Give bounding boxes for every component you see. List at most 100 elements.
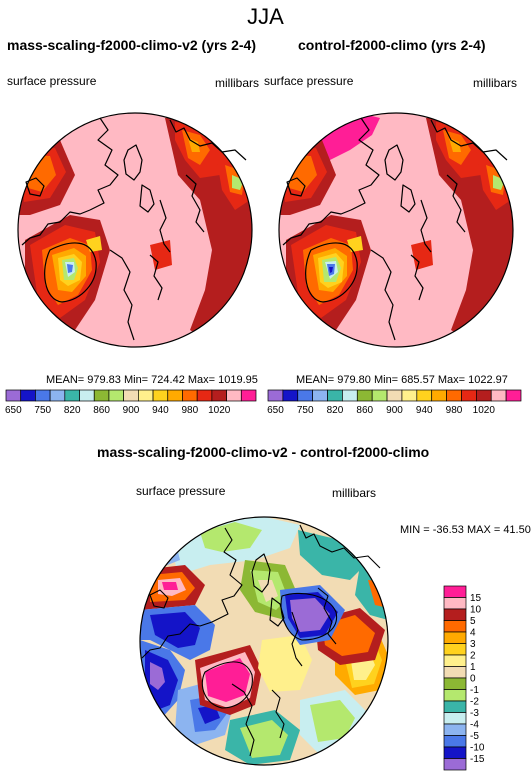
left-variable-label: surface pressure — [7, 74, 97, 88]
colorbar-tick-label: 3 — [470, 639, 476, 650]
right-coastlines — [282, 117, 508, 341]
colorbar-tick-label: 0 — [470, 674, 476, 685]
colorbar-tick-label: 650 — [5, 405, 22, 416]
colorbar-tick-label: 5 — [470, 616, 476, 627]
colorbar-tick-label: 750 — [34, 405, 51, 416]
colorbar-box — [152, 389, 169, 402]
right-variable-label: surface pressure — [264, 74, 354, 88]
colorbar-tick-label: 980 — [446, 405, 463, 416]
colorbar-box — [443, 689, 467, 702]
colorbar-box — [123, 389, 139, 402]
colorbar-box — [446, 389, 462, 402]
colorbar-tick-label: -4 — [470, 720, 479, 731]
colorbar-tick-label: -5 — [470, 731, 479, 742]
diff-map-outline — [139, 516, 389, 766]
colorbar-tick-label: -2 — [470, 697, 479, 708]
colorbar-box — [416, 389, 433, 402]
colorbar-tick-label: 820 — [327, 405, 344, 416]
left-stats: MEAN= 979.83 Min= 724.42 Max= 1019.95 — [46, 374, 258, 386]
colorbar-box — [476, 389, 492, 402]
colorbar-box — [342, 389, 358, 402]
right-stats: MEAN= 979.80 Min= 685.57 Max= 1022.97 — [296, 374, 508, 386]
colorbar-box — [167, 389, 183, 402]
colorbar-box — [443, 712, 467, 725]
left-panel-title: mass-scaling-f2000-climo-v2 (yrs 2-4) — [7, 37, 256, 53]
colorbar-box — [443, 758, 467, 771]
field-region — [188, 138, 200, 152]
colorbar-box — [196, 389, 213, 402]
colorbar-box — [443, 608, 467, 621]
colorbar-box — [327, 389, 343, 402]
field-region — [310, 700, 355, 742]
right-panel-title: control-f2000-climo (yrs 2-4) — [298, 37, 486, 53]
colorbar-box — [443, 585, 467, 598]
left-colorbar: 650 750 820 860 900 940 980 1020 — [5, 389, 257, 416]
colorbar-box — [297, 389, 313, 402]
field-region — [329, 267, 333, 273]
field-region — [298, 530, 365, 580]
colorbar-box — [490, 389, 507, 402]
field-region — [150, 612, 200, 648]
colorbar-box — [443, 643, 467, 656]
field-region — [449, 138, 461, 152]
colorbar-box — [431, 389, 447, 402]
field-region — [162, 582, 178, 590]
diff-stats: MIN = -36.53 MAX = 41.50 — [400, 524, 531, 536]
colorbar-box — [443, 735, 467, 748]
colorbar-box — [282, 389, 299, 402]
field-region — [258, 580, 278, 602]
field-region — [67, 264, 73, 273]
colorbar-box — [108, 389, 124, 402]
colorbar-tick-label: -10 — [470, 743, 485, 754]
colorbar-box — [505, 389, 522, 402]
colorbar-box — [312, 389, 328, 402]
colorbar-box — [35, 389, 51, 402]
colorbar-box — [356, 389, 373, 402]
colorbar-box — [267, 389, 284, 402]
colorbar-box — [443, 700, 467, 713]
colorbar-box — [371, 389, 388, 402]
diff-units-label: millibars — [332, 486, 377, 500]
right-map-outline — [278, 112, 514, 348]
colorbar-box — [49, 389, 66, 402]
diff-coastlines — [141, 524, 381, 757]
colorbar-box — [443, 723, 467, 736]
diff-panel-title: mass-scaling-f2000-climo-v2 - control-f2… — [97, 444, 430, 460]
colorbar-tick-label: 2 — [470, 651, 476, 662]
colorbar-tick-label: -1 — [470, 685, 479, 696]
colorbar-box — [138, 389, 154, 402]
colorbar-tick-label: 1020 — [208, 405, 231, 416]
colorbar-tick-label: 900 — [386, 405, 403, 416]
colorbar-box — [64, 389, 80, 402]
colorbar-tick-label: 4 — [470, 628, 476, 639]
colorbar-box — [461, 389, 477, 402]
colorbar-tick-label: 1 — [470, 662, 476, 673]
field-region — [150, 662, 165, 690]
colorbar-box — [386, 389, 403, 402]
colorbar-tick-label: 860 — [356, 405, 373, 416]
colorbar-tick-label: 10 — [470, 605, 482, 616]
colorbar-box — [401, 389, 418, 402]
colorbar-tick-label: 860 — [93, 405, 110, 416]
colorbar-box — [182, 389, 198, 402]
right-map — [279, 113, 513, 347]
colorbar-box — [211, 389, 227, 402]
colorbar-tick-label: -15 — [470, 754, 485, 765]
colorbar-box — [443, 631, 467, 644]
colorbar-tick-label: 15 — [470, 593, 482, 604]
colorbar-tick-label: 980 — [181, 405, 198, 416]
left-map — [18, 113, 252, 347]
diff-variable-label: surface pressure — [136, 484, 226, 498]
colorbar-box — [5, 389, 22, 402]
colorbar-tick-label: 940 — [416, 405, 433, 416]
field-region — [258, 635, 312, 692]
colorbar-box — [443, 654, 467, 667]
colorbar-box — [93, 389, 110, 402]
field-region — [205, 658, 250, 702]
colorbar-tick-label: 900 — [123, 405, 140, 416]
colorbar-tick-label: 940 — [152, 405, 169, 416]
colorbar-box — [443, 746, 467, 759]
colorbar-tick-label: 750 — [297, 405, 314, 416]
